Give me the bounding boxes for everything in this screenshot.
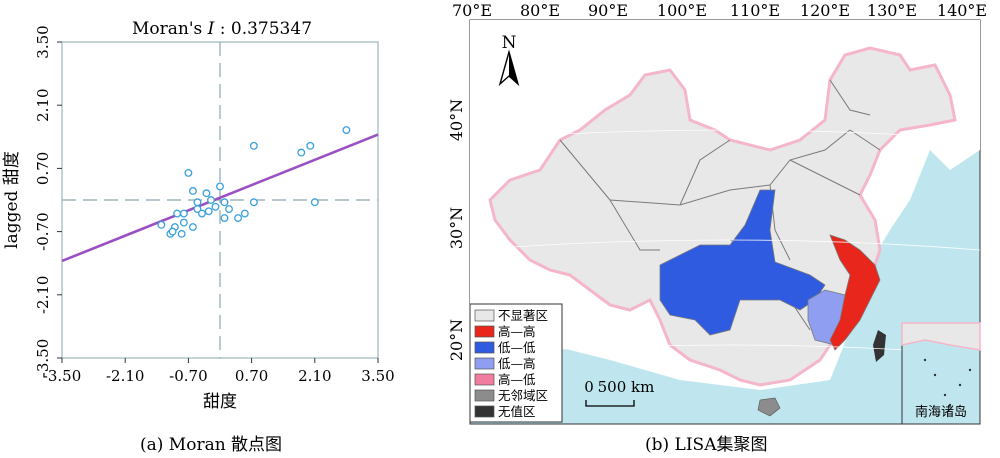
latitude-tick-label: 40°N xyxy=(447,99,466,141)
data-point xyxy=(297,148,306,157)
data-point xyxy=(249,198,258,207)
legend-label: 无邻域区 xyxy=(498,388,548,403)
data-point xyxy=(207,196,215,204)
moran-scatter-chart: Moran's I : 0.375347 -3.50 -2.10 -0.70 0.70… xyxy=(2,19,395,412)
scale-label: 500 km xyxy=(598,378,655,396)
longitude-tick-label: 110°E xyxy=(730,1,780,20)
data-point xyxy=(202,189,211,198)
lisa-map-panel: 70°E 80°E 90°E 100°E 110°E 120°E 130°E 140°E 40… xyxy=(430,0,1000,458)
legend-swatch xyxy=(474,357,495,370)
legend-label: 不显著区 xyxy=(498,308,548,323)
moran-scatter-panel: Moran's I : 0.375347 -3.50 -2.10 -0.70 0.70… xyxy=(0,0,420,458)
legend-swatch xyxy=(474,389,495,402)
y-tick-label: -3.50 xyxy=(34,339,52,377)
panel-a-caption: (a) Moran 散点图 xyxy=(140,435,283,455)
data-point xyxy=(179,209,188,218)
longitude-tick-label: 100°E xyxy=(657,1,707,20)
data-point xyxy=(225,205,233,213)
scale-bar: 0 500 km xyxy=(584,378,655,407)
data-point xyxy=(240,209,249,218)
data-point xyxy=(188,187,197,195)
legend-label: 高—高 xyxy=(498,324,536,339)
panel-b-caption: (b) LISA集聚图 xyxy=(645,435,768,455)
chart-title: Moran's I : 0.375347 xyxy=(132,19,312,39)
x-tick-label: -0.70 xyxy=(169,367,207,385)
data-point xyxy=(168,227,177,236)
legend-swatch xyxy=(474,309,495,322)
legend-swatch xyxy=(474,373,495,386)
data-point xyxy=(177,229,186,238)
lisa-map: 70°E 80°E 90°E 100°E 110°E 120°E 130°E 140°E 40… xyxy=(447,1,987,425)
data-point xyxy=(342,126,351,134)
data-point xyxy=(197,209,206,218)
data-point xyxy=(204,207,213,216)
data-point xyxy=(157,220,166,229)
y-tick-label: -0.70 xyxy=(34,212,52,250)
data-point xyxy=(310,198,319,207)
data-point xyxy=(249,141,258,150)
legend-label: 高—低 xyxy=(498,372,536,387)
legend-swatch xyxy=(474,405,495,418)
data-point xyxy=(179,218,188,227)
data-point xyxy=(193,198,202,207)
longitude-tick-label: 120°E xyxy=(800,1,850,20)
y-tick-label: 2.10 xyxy=(34,88,52,121)
north-label: N xyxy=(502,33,517,53)
data-point xyxy=(173,209,182,218)
scale-zero: 0 xyxy=(584,378,594,396)
data-point xyxy=(216,182,224,191)
data-point xyxy=(220,214,229,223)
data-point xyxy=(306,141,315,150)
legend-label: 低—低 xyxy=(498,340,536,355)
legend-label: 无值区 xyxy=(498,404,536,419)
latitude-tick-label: 30°N xyxy=(447,207,466,249)
y-tick-label: -2.10 xyxy=(34,276,52,314)
inset-islands xyxy=(923,358,972,407)
x-tick-label: -3.50 xyxy=(43,367,81,385)
inset-label: 南海诸岛 xyxy=(915,404,967,420)
data-point xyxy=(211,202,220,211)
longitude-tick-label: 130°E xyxy=(867,1,917,20)
y-tick-label: 0.70 xyxy=(34,152,52,185)
region-high-high xyxy=(829,234,881,351)
data-point xyxy=(188,223,197,232)
latitude-labels: 40°N 30°N 20°N xyxy=(447,99,466,361)
data-point xyxy=(234,214,243,223)
legend-swatch xyxy=(474,325,495,338)
latitude-tick-label: 20°N xyxy=(447,319,466,361)
x-tick-label: 0.70 xyxy=(235,367,268,385)
data-point xyxy=(220,198,229,207)
legend-swatch xyxy=(474,341,495,354)
x-tick-label: 2.10 xyxy=(298,367,331,385)
longitude-tick-label: 140°E xyxy=(937,1,987,20)
longitude-tick-label: 80°E xyxy=(520,1,560,20)
y-axis-label: lagged 甜度 xyxy=(2,151,22,249)
data-point xyxy=(184,168,193,177)
longitude-tick-label: 70°E xyxy=(452,1,492,20)
x-tick-label: 3.50 xyxy=(361,367,394,385)
y-tick-label: 3.50 xyxy=(34,25,52,58)
legend-label: 低—高 xyxy=(498,356,536,371)
x-axis-label: 甜度 xyxy=(203,392,237,412)
region-no-neighbor-hainan xyxy=(757,397,781,417)
x-tick-label: -2.10 xyxy=(106,367,144,385)
regression-line xyxy=(61,133,379,263)
longitude-labels: 70°E 80°E 90°E 100°E 110°E 120°E 130°E 140°E xyxy=(452,1,987,20)
north-arrow: N xyxy=(498,33,520,87)
region-no-value-taiwan xyxy=(873,330,886,362)
longitude-tick-label: 90°E xyxy=(588,1,628,20)
